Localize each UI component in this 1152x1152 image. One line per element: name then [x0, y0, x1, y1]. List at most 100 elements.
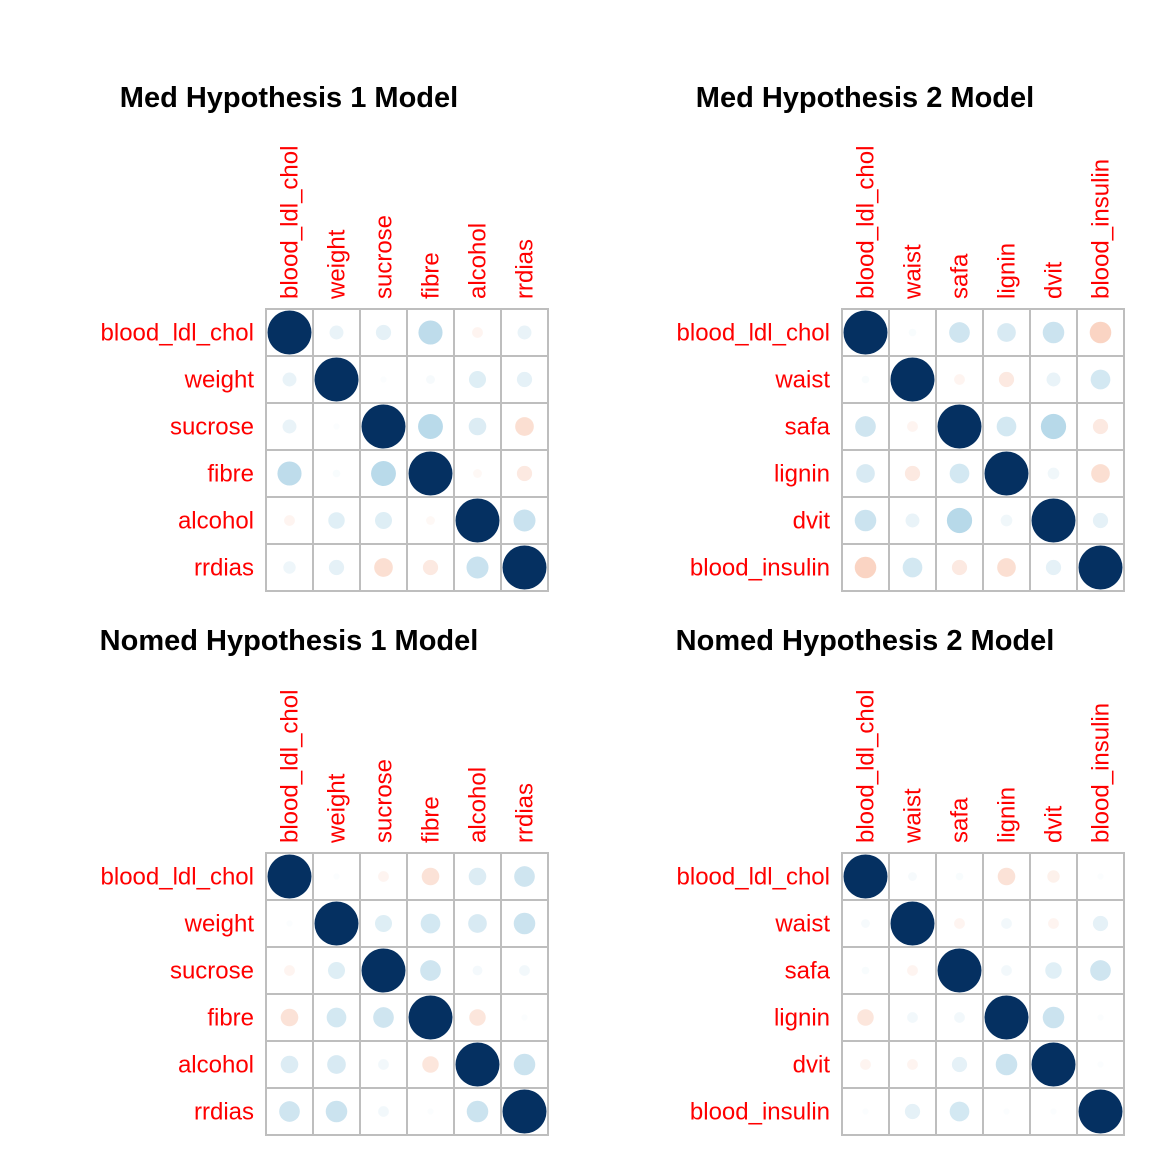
- corr-circle: [314, 901, 359, 946]
- panel-title: Med Hypothesis 2 Model: [696, 82, 1034, 114]
- column-label: blood_ldl_chol: [853, 690, 880, 843]
- corr-circle: [472, 327, 483, 338]
- corr-circle: [949, 1101, 970, 1122]
- corr-circle: [427, 1108, 434, 1115]
- corr-circle: [890, 357, 935, 402]
- corr-circle: [949, 322, 970, 343]
- corr-circle: [856, 464, 875, 483]
- row-label: safa: [785, 958, 831, 985]
- corr-circle: [1097, 873, 1104, 880]
- corr-circle: [374, 914, 393, 933]
- column-label: blood_ldl_chol: [277, 690, 304, 843]
- corr-circle: [907, 421, 918, 432]
- corr-circle: [1090, 960, 1111, 981]
- row-label: lignin: [774, 1005, 830, 1032]
- column-label: waist: [900, 244, 927, 300]
- corr-circle: [861, 966, 870, 975]
- corr-circle: [513, 509, 536, 532]
- grid-cell: [1076, 993, 1125, 1042]
- column-label: sucrose: [371, 215, 398, 299]
- corr-circle: [1047, 467, 1060, 480]
- grid-cell: [500, 355, 549, 404]
- grid-cell: [888, 993, 937, 1042]
- corr-circle: [1045, 962, 1062, 979]
- corr-circle: [951, 559, 968, 576]
- row-label: lignin: [774, 461, 830, 488]
- column-label: lignin: [994, 787, 1021, 843]
- row-label: sucrose: [170, 958, 254, 985]
- corr-circle: [890, 901, 935, 946]
- corr-circle: [998, 371, 1015, 388]
- corr-circle: [854, 556, 877, 579]
- corr-circle: [284, 965, 295, 976]
- corr-circle: [997, 323, 1016, 342]
- corr-circle: [843, 310, 888, 355]
- corr-circle: [466, 1100, 489, 1123]
- column-label: dvit: [1041, 261, 1068, 299]
- row-label: alcohol: [178, 508, 254, 535]
- corr-circle: [907, 965, 918, 976]
- corr-circle: [521, 1014, 528, 1021]
- corr-circle: [1031, 498, 1076, 543]
- corr-circle: [325, 1100, 348, 1123]
- corr-circle: [468, 867, 487, 886]
- corr-circle: [954, 918, 965, 929]
- column-label: waist: [900, 788, 927, 844]
- corr-circle: [1078, 1089, 1123, 1134]
- panel-med-hypothesis-2: Med Hypothesis 2 Model blood_ldl_cholwai…: [677, 82, 1125, 592]
- corr-circle: [1000, 514, 1013, 527]
- column-label: rrdias: [512, 239, 539, 299]
- corr-circle: [373, 1007, 394, 1028]
- column-label: blood_insulin: [1088, 703, 1115, 843]
- corr-circle: [996, 416, 1017, 437]
- corr-circle: [904, 1103, 921, 1120]
- column-label: fibre: [418, 252, 445, 299]
- corr-circle: [426, 516, 435, 525]
- corr-circle: [408, 451, 453, 496]
- corr-circle: [420, 913, 441, 934]
- corr-circle: [422, 1056, 439, 1073]
- row-label: weight: [184, 911, 255, 938]
- grid-cell: [453, 543, 502, 592]
- panel-nomed-hypothesis-2: Nomed Hypothesis 2 Model blood_ldl_cholw…: [676, 625, 1125, 1136]
- corr-circle: [946, 507, 973, 534]
- corr-circle: [861, 375, 870, 384]
- row-label: blood_ldl_chol: [101, 864, 254, 891]
- corr-circle: [995, 1053, 1018, 1076]
- corr-circle: [267, 854, 312, 899]
- corr-circle: [408, 995, 453, 1040]
- row-label: weight: [184, 367, 255, 394]
- corr-circle: [1078, 545, 1123, 590]
- corr-matrix: blood_ldl_cholwaistsafalignindvitblood_i…: [677, 146, 1125, 592]
- corr-circle: [1003, 1108, 1010, 1115]
- corr-circle: [455, 1042, 500, 1087]
- corr-circle: [426, 375, 435, 384]
- corr-circle: [514, 866, 535, 887]
- corr-circle: [455, 498, 500, 543]
- corr-circle: [855, 416, 876, 437]
- row-label: alcohol: [178, 1052, 254, 1079]
- corr-circle: [420, 960, 441, 981]
- corr-circle: [997, 867, 1016, 886]
- panel-med-hypothesis-1: Med Hypothesis 1 Model blood_ldl_cholwei…: [101, 82, 549, 592]
- row-label: blood_insulin: [690, 555, 830, 582]
- corr-circle: [516, 465, 533, 482]
- column-label: safa: [947, 253, 974, 299]
- column-label: rrdias: [512, 783, 539, 843]
- corr-circle: [286, 920, 293, 927]
- corr-circle: [1047, 870, 1060, 883]
- corr-circle: [513, 912, 536, 935]
- corr-circle: [378, 871, 389, 882]
- corr-circle: [513, 1053, 536, 1076]
- corr-circle: [1092, 418, 1109, 435]
- row-label: waist: [774, 367, 830, 394]
- corr-circle: [861, 919, 870, 928]
- corr-circle: [279, 1101, 300, 1122]
- corr-matrix: blood_ldl_cholweightsucrosefibrealcoholr…: [101, 690, 549, 1136]
- corr-circle: [949, 463, 970, 484]
- corr-circle: [283, 561, 296, 574]
- corr-circle: [418, 320, 443, 345]
- grid-cell: [935, 1040, 984, 1089]
- corr-circle: [502, 545, 547, 590]
- grid-cell: [1029, 355, 1078, 404]
